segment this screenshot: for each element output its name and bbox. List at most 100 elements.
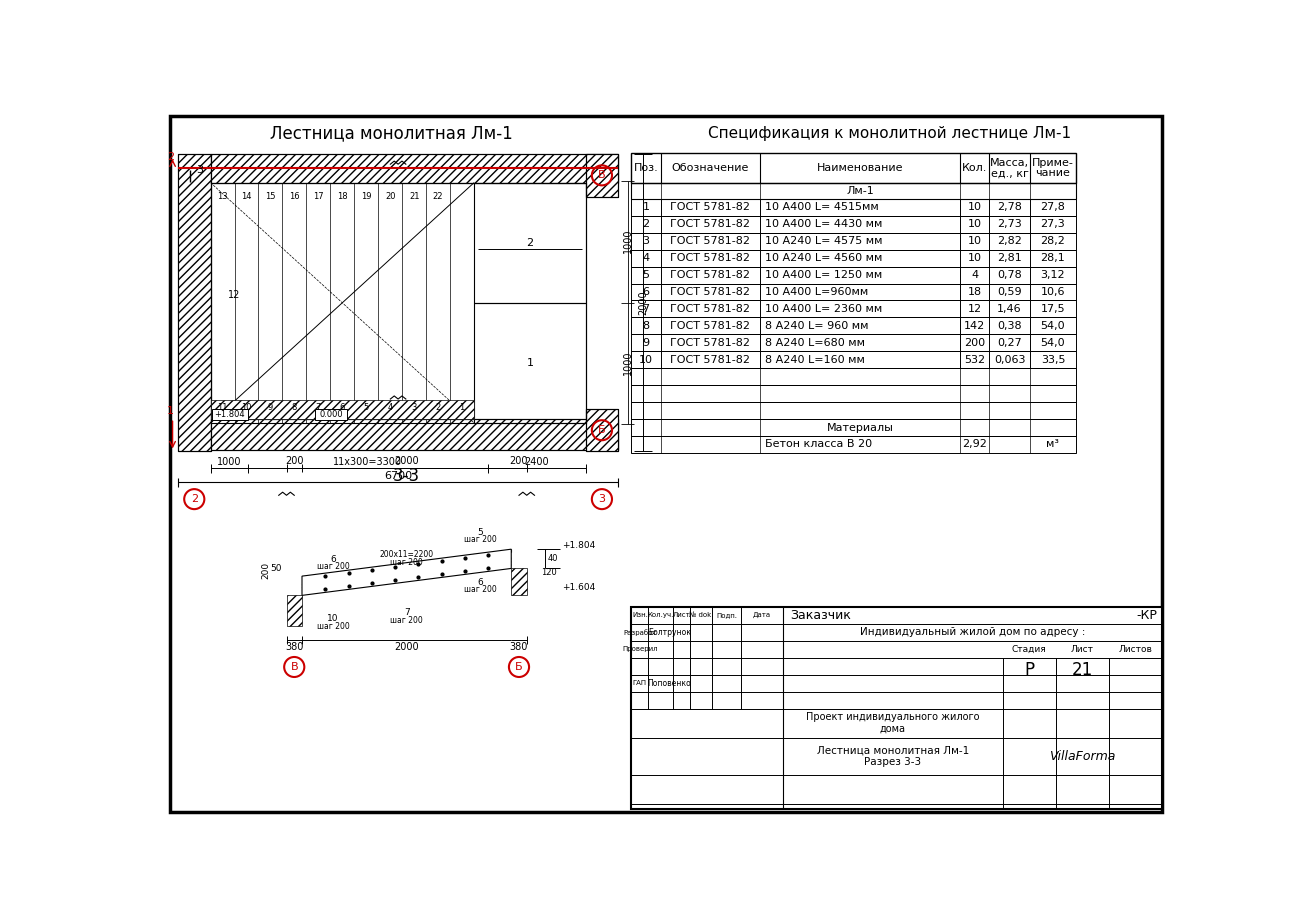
Text: 15: 15 bbox=[265, 192, 276, 201]
Text: Болтрунок: Болтрунок bbox=[647, 628, 690, 637]
Text: 10 А400 L= 4430 мм: 10 А400 L= 4430 мм bbox=[764, 220, 883, 229]
Text: Кол.: Кол. bbox=[962, 163, 988, 173]
Text: 8: 8 bbox=[291, 403, 298, 412]
Text: Дата: Дата bbox=[753, 612, 771, 618]
Text: 10 А400 L=960мм: 10 А400 L=960мм bbox=[764, 287, 868, 297]
Text: 2000: 2000 bbox=[394, 457, 419, 467]
Text: 8 А240 L= 960 мм: 8 А240 L= 960 мм bbox=[764, 321, 868, 331]
Text: 8 А240 L=680 мм: 8 А240 L=680 мм bbox=[764, 338, 865, 347]
Text: 0,78: 0,78 bbox=[997, 270, 1022, 280]
Text: 54,0: 54,0 bbox=[1041, 338, 1065, 347]
Bar bbox=[632, 216, 1076, 233]
Text: 0,063: 0,063 bbox=[993, 355, 1026, 365]
Text: Подп.: Подп. bbox=[716, 612, 737, 618]
Text: 11: 11 bbox=[217, 403, 228, 412]
Text: 200: 200 bbox=[965, 338, 985, 347]
Text: 3: 3 bbox=[598, 494, 606, 505]
Text: 380: 380 bbox=[510, 642, 528, 652]
Text: 19: 19 bbox=[361, 192, 372, 201]
Text: ГОСТ 5781-82: ГОСТ 5781-82 bbox=[671, 253, 750, 263]
Text: чание: чание bbox=[1036, 168, 1070, 178]
Text: -КР: -КР bbox=[1136, 609, 1157, 622]
Text: Наименование: Наименование bbox=[816, 163, 903, 173]
Text: 10: 10 bbox=[967, 253, 982, 263]
Text: 13: 13 bbox=[217, 192, 228, 201]
Text: ед., кг: ед., кг bbox=[991, 168, 1028, 178]
Bar bbox=[632, 184, 1076, 199]
Bar bbox=[474, 183, 585, 302]
Text: 6: 6 bbox=[642, 287, 650, 297]
Text: ГАП: ГАП bbox=[633, 680, 647, 686]
Text: 8 А240 L=160 мм: 8 А240 L=160 мм bbox=[764, 355, 865, 365]
Bar bbox=[632, 351, 1076, 369]
Text: 0.000: 0.000 bbox=[320, 410, 343, 419]
Bar bbox=[178, 154, 211, 451]
Text: 17: 17 bbox=[313, 192, 324, 201]
Text: № dok.: № dok. bbox=[689, 612, 714, 618]
Text: ГОСТ 5781-82: ГОСТ 5781-82 bbox=[671, 202, 750, 212]
Text: +1.804: +1.804 bbox=[214, 410, 246, 419]
Text: 10: 10 bbox=[967, 220, 982, 229]
Text: Листов: Листов bbox=[1119, 645, 1153, 653]
Text: ГОСТ 5781-82: ГОСТ 5781-82 bbox=[671, 304, 750, 314]
Text: 40: 40 bbox=[547, 554, 558, 563]
Text: 0,27: 0,27 bbox=[997, 338, 1022, 347]
Text: 2,73: 2,73 bbox=[997, 220, 1022, 229]
Text: Обозначение: Обозначение bbox=[672, 163, 749, 173]
Text: Проект индивидуального жилого
дома: Проект индивидуального жилого дома bbox=[806, 712, 979, 734]
Text: 12: 12 bbox=[967, 304, 982, 314]
Text: 6: 6 bbox=[330, 555, 335, 563]
Bar bbox=[632, 284, 1076, 301]
Bar bbox=[211, 419, 619, 449]
Text: Разработ: Разработ bbox=[623, 629, 656, 636]
Text: 5: 5 bbox=[364, 403, 369, 412]
Text: Лестница монолитная Лм-1: Лестница монолитная Лм-1 bbox=[270, 124, 512, 142]
Text: ГОСТ 5781-82: ГОСТ 5781-82 bbox=[671, 321, 750, 331]
Text: 10 А400 L= 2360 мм: 10 А400 L= 2360 мм bbox=[764, 304, 881, 314]
Text: Лестница монолитная Лм-1
Разрез 3-3: Лестница монолитная Лм-1 Разрез 3-3 bbox=[816, 745, 968, 767]
Text: Проверил: Проверил bbox=[623, 646, 658, 652]
Bar bbox=[211, 154, 619, 183]
Bar bbox=[632, 385, 1076, 403]
Text: 3: 3 bbox=[196, 165, 203, 175]
Text: 1000: 1000 bbox=[623, 229, 633, 254]
Text: 1,46: 1,46 bbox=[997, 304, 1022, 314]
Text: 200: 200 bbox=[510, 457, 528, 467]
Text: 0,59: 0,59 bbox=[997, 287, 1022, 297]
Text: 10 А240 L= 4575 мм: 10 А240 L= 4575 мм bbox=[764, 236, 883, 246]
Bar bbox=[211, 400, 474, 419]
Text: Лм-1: Лм-1 bbox=[846, 187, 874, 196]
Text: 120: 120 bbox=[541, 568, 556, 577]
Text: Индивидуальный жилой дом по адресу :: Индивидуальный жилой дом по адресу : bbox=[859, 628, 1086, 638]
Text: Материалы: Материалы bbox=[827, 423, 893, 433]
Text: ГОСТ 5781-82: ГОСТ 5781-82 bbox=[671, 270, 750, 280]
Text: 12: 12 bbox=[227, 290, 240, 301]
Text: Р: Р bbox=[1024, 661, 1035, 679]
Text: Поповенко: Поповенко bbox=[647, 678, 692, 687]
Text: 200: 200 bbox=[285, 457, 303, 467]
Text: Б: Б bbox=[598, 425, 606, 436]
Text: 28,1: 28,1 bbox=[1040, 253, 1065, 263]
Text: 17,5: 17,5 bbox=[1041, 304, 1065, 314]
Text: 1: 1 bbox=[526, 357, 533, 368]
Text: 2,92: 2,92 bbox=[962, 439, 987, 449]
Text: 28,2: 28,2 bbox=[1040, 236, 1066, 246]
Text: ГОСТ 5781-82: ГОСТ 5781-82 bbox=[671, 287, 750, 297]
Text: +1.804: +1.804 bbox=[562, 540, 595, 550]
Text: 1000: 1000 bbox=[217, 457, 242, 467]
Text: 6: 6 bbox=[477, 578, 484, 587]
Text: шаг 200: шаг 200 bbox=[317, 621, 350, 630]
Text: 5: 5 bbox=[642, 270, 650, 280]
Text: 3,12: 3,12 bbox=[1041, 270, 1065, 280]
Text: 10 А400 L= 1250 мм: 10 А400 L= 1250 мм bbox=[764, 270, 881, 280]
Bar bbox=[632, 267, 1076, 284]
Text: 54,0: 54,0 bbox=[1041, 321, 1065, 331]
Bar bbox=[632, 419, 1076, 436]
Text: В: В bbox=[290, 662, 298, 672]
Text: 532: 532 bbox=[965, 355, 985, 365]
Text: 8: 8 bbox=[642, 321, 650, 331]
Text: 10: 10 bbox=[967, 236, 982, 246]
Polygon shape bbox=[511, 569, 526, 596]
Text: 3: 3 bbox=[412, 403, 417, 412]
Text: 7: 7 bbox=[404, 607, 410, 617]
